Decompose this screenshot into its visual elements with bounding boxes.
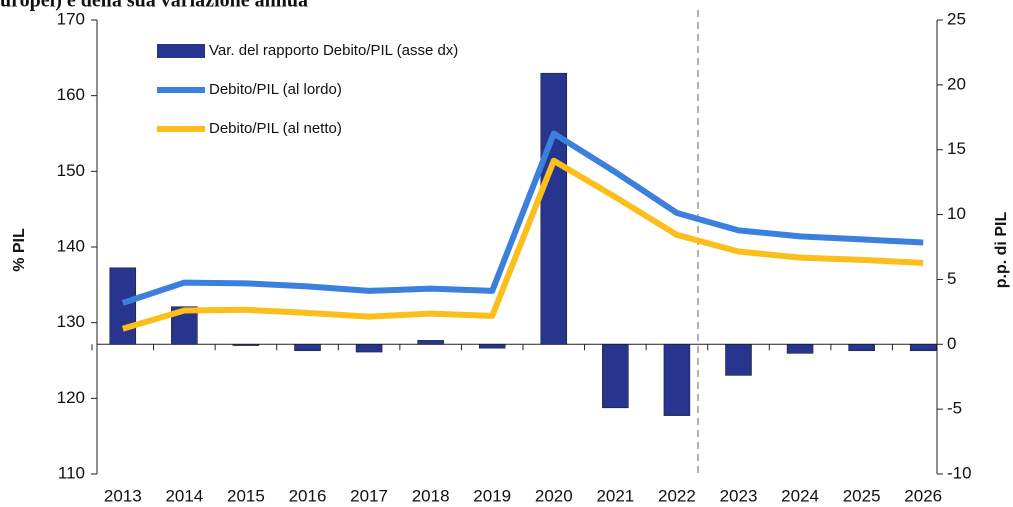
bar — [232, 344, 260, 346]
legend-label: Debito/PIL (al netto) — [209, 120, 342, 137]
bar — [909, 344, 937, 352]
y-tick-label: 140 — [57, 236, 85, 255]
y2-tick-label: -10 — [947, 463, 972, 482]
legend-label: Var. del rapporto Debito/PIL (asse dx) — [209, 42, 458, 59]
y-tick-label: 150 — [57, 161, 85, 180]
x-tick-label: 2015 — [227, 486, 265, 505]
y-axis-label: % PIL — [11, 228, 28, 272]
line — [121, 130, 924, 306]
legend-swatch — [157, 44, 205, 58]
x-tick-label: 2026 — [904, 486, 942, 505]
bar — [355, 344, 383, 353]
x-tick-label: 2016 — [289, 486, 327, 505]
y2-tick-label: 0 — [947, 334, 956, 353]
x-tick-label: 2023 — [720, 486, 758, 505]
x-tick-label: 2013 — [104, 486, 142, 505]
x-tick-label: 2014 — [165, 486, 203, 505]
bar — [602, 344, 629, 409]
y2-axis-label: p.p. di PIL — [993, 212, 1010, 289]
x-tick-label: 2020 — [535, 486, 573, 505]
y2-tick-label: 10 — [947, 204, 966, 223]
x-tick-label: 2025 — [843, 486, 881, 505]
y-tick-label: 120 — [57, 388, 85, 407]
bar — [417, 340, 444, 345]
bar — [848, 344, 875, 352]
x-tick-label: 2017 — [350, 486, 388, 505]
x-tick-label: 2024 — [781, 486, 819, 505]
y-tick-label: 160 — [57, 85, 85, 104]
y2-tick-label: 15 — [947, 139, 966, 158]
bar — [663, 344, 691, 416]
chart-title: uropei) e della sua variazione annua — [0, 0, 308, 12]
y2-tick-label: -5 — [947, 399, 962, 418]
bar — [294, 344, 321, 352]
y-tick-label: 170 — [57, 9, 85, 28]
bar — [109, 267, 137, 345]
x-tick-label: 2022 — [658, 486, 696, 505]
y2-tick-label: 25 — [947, 9, 966, 28]
bar — [786, 344, 814, 354]
y-tick-label: 130 — [57, 312, 85, 331]
bar — [478, 344, 506, 349]
x-tick-label: 2018 — [412, 486, 450, 505]
bar — [725, 344, 752, 376]
line — [121, 157, 924, 332]
x-tick-label: 2021 — [596, 486, 634, 505]
legend-label: Debito/PIL (al lordo) — [209, 81, 342, 98]
y2-tick-label: 5 — [947, 269, 956, 288]
y2-tick-label: 20 — [947, 74, 966, 93]
x-tick-label: 2019 — [473, 486, 511, 505]
bar — [540, 72, 568, 345]
y-tick-label: 110 — [58, 463, 85, 482]
